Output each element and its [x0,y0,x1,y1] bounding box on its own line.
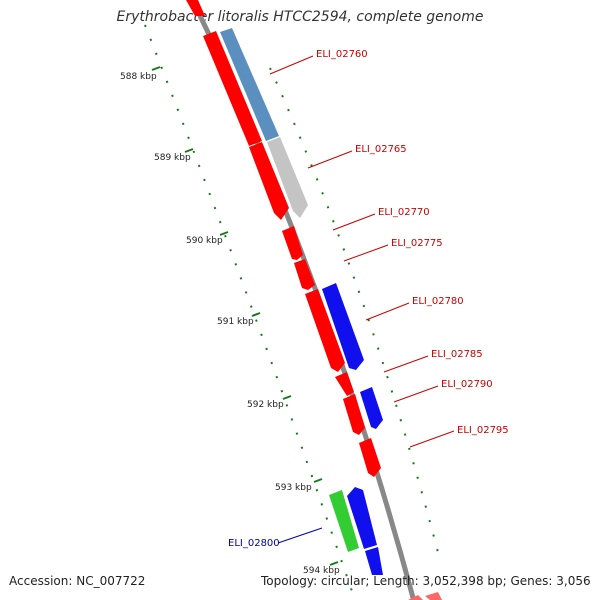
label-leaders [269,55,455,544]
gene-label: ELI_02775 [391,238,443,249]
gene-label: ELI_02765 [355,144,407,155]
gene-feature [347,487,377,549]
accession-label: Accession: NC_007722 [9,574,146,588]
gene-feature [425,592,442,600]
gene-label: ELI_02800 [228,538,280,549]
gene-label: ELI_02785 [431,349,483,360]
gene-label: ELI_02795 [457,425,509,436]
scale-ticks [151,66,339,566]
gene-feature [249,142,289,220]
gene-feature [360,387,383,429]
tick-label: 592 kbp [247,400,284,410]
genome-backbone [189,0,417,600]
gene-feature [186,0,205,16]
gene-feature [365,547,383,575]
gene-feature [203,31,262,146]
gene-feature [335,372,354,396]
gene-feature [267,137,308,218]
gene-feature [322,283,364,370]
gene-label: ELI_02770 [378,207,430,218]
tick-label: 593 kbp [275,483,312,493]
tick-label: 589 kbp [154,153,191,163]
gene-feature [408,595,423,600]
gene-label: ELI_02790 [441,379,493,390]
gene-feature [343,394,365,435]
map-title: Erythrobacter litoralis HTCC2594, comple… [116,9,484,25]
gene-label: ELI_02780 [412,296,464,307]
gene-feature [294,259,315,290]
feature-track-inner [186,0,381,477]
gene-feature [329,490,359,552]
tick-label: 594 kbp [303,566,340,576]
gene-feature [359,438,381,477]
genome-summary: Topology: circular; Length: 3,052,398 bp… [261,574,591,588]
gene-feature [220,28,279,141]
tick-label: 590 kbp [186,236,223,246]
gene-feature [282,226,303,260]
feature-track-outer [220,28,442,600]
tick-label: 591 kbp [217,317,254,327]
tick-label: 588 kbp [120,72,157,82]
gene-label: ELI_02760 [316,49,368,60]
gene-feature [305,289,345,372]
